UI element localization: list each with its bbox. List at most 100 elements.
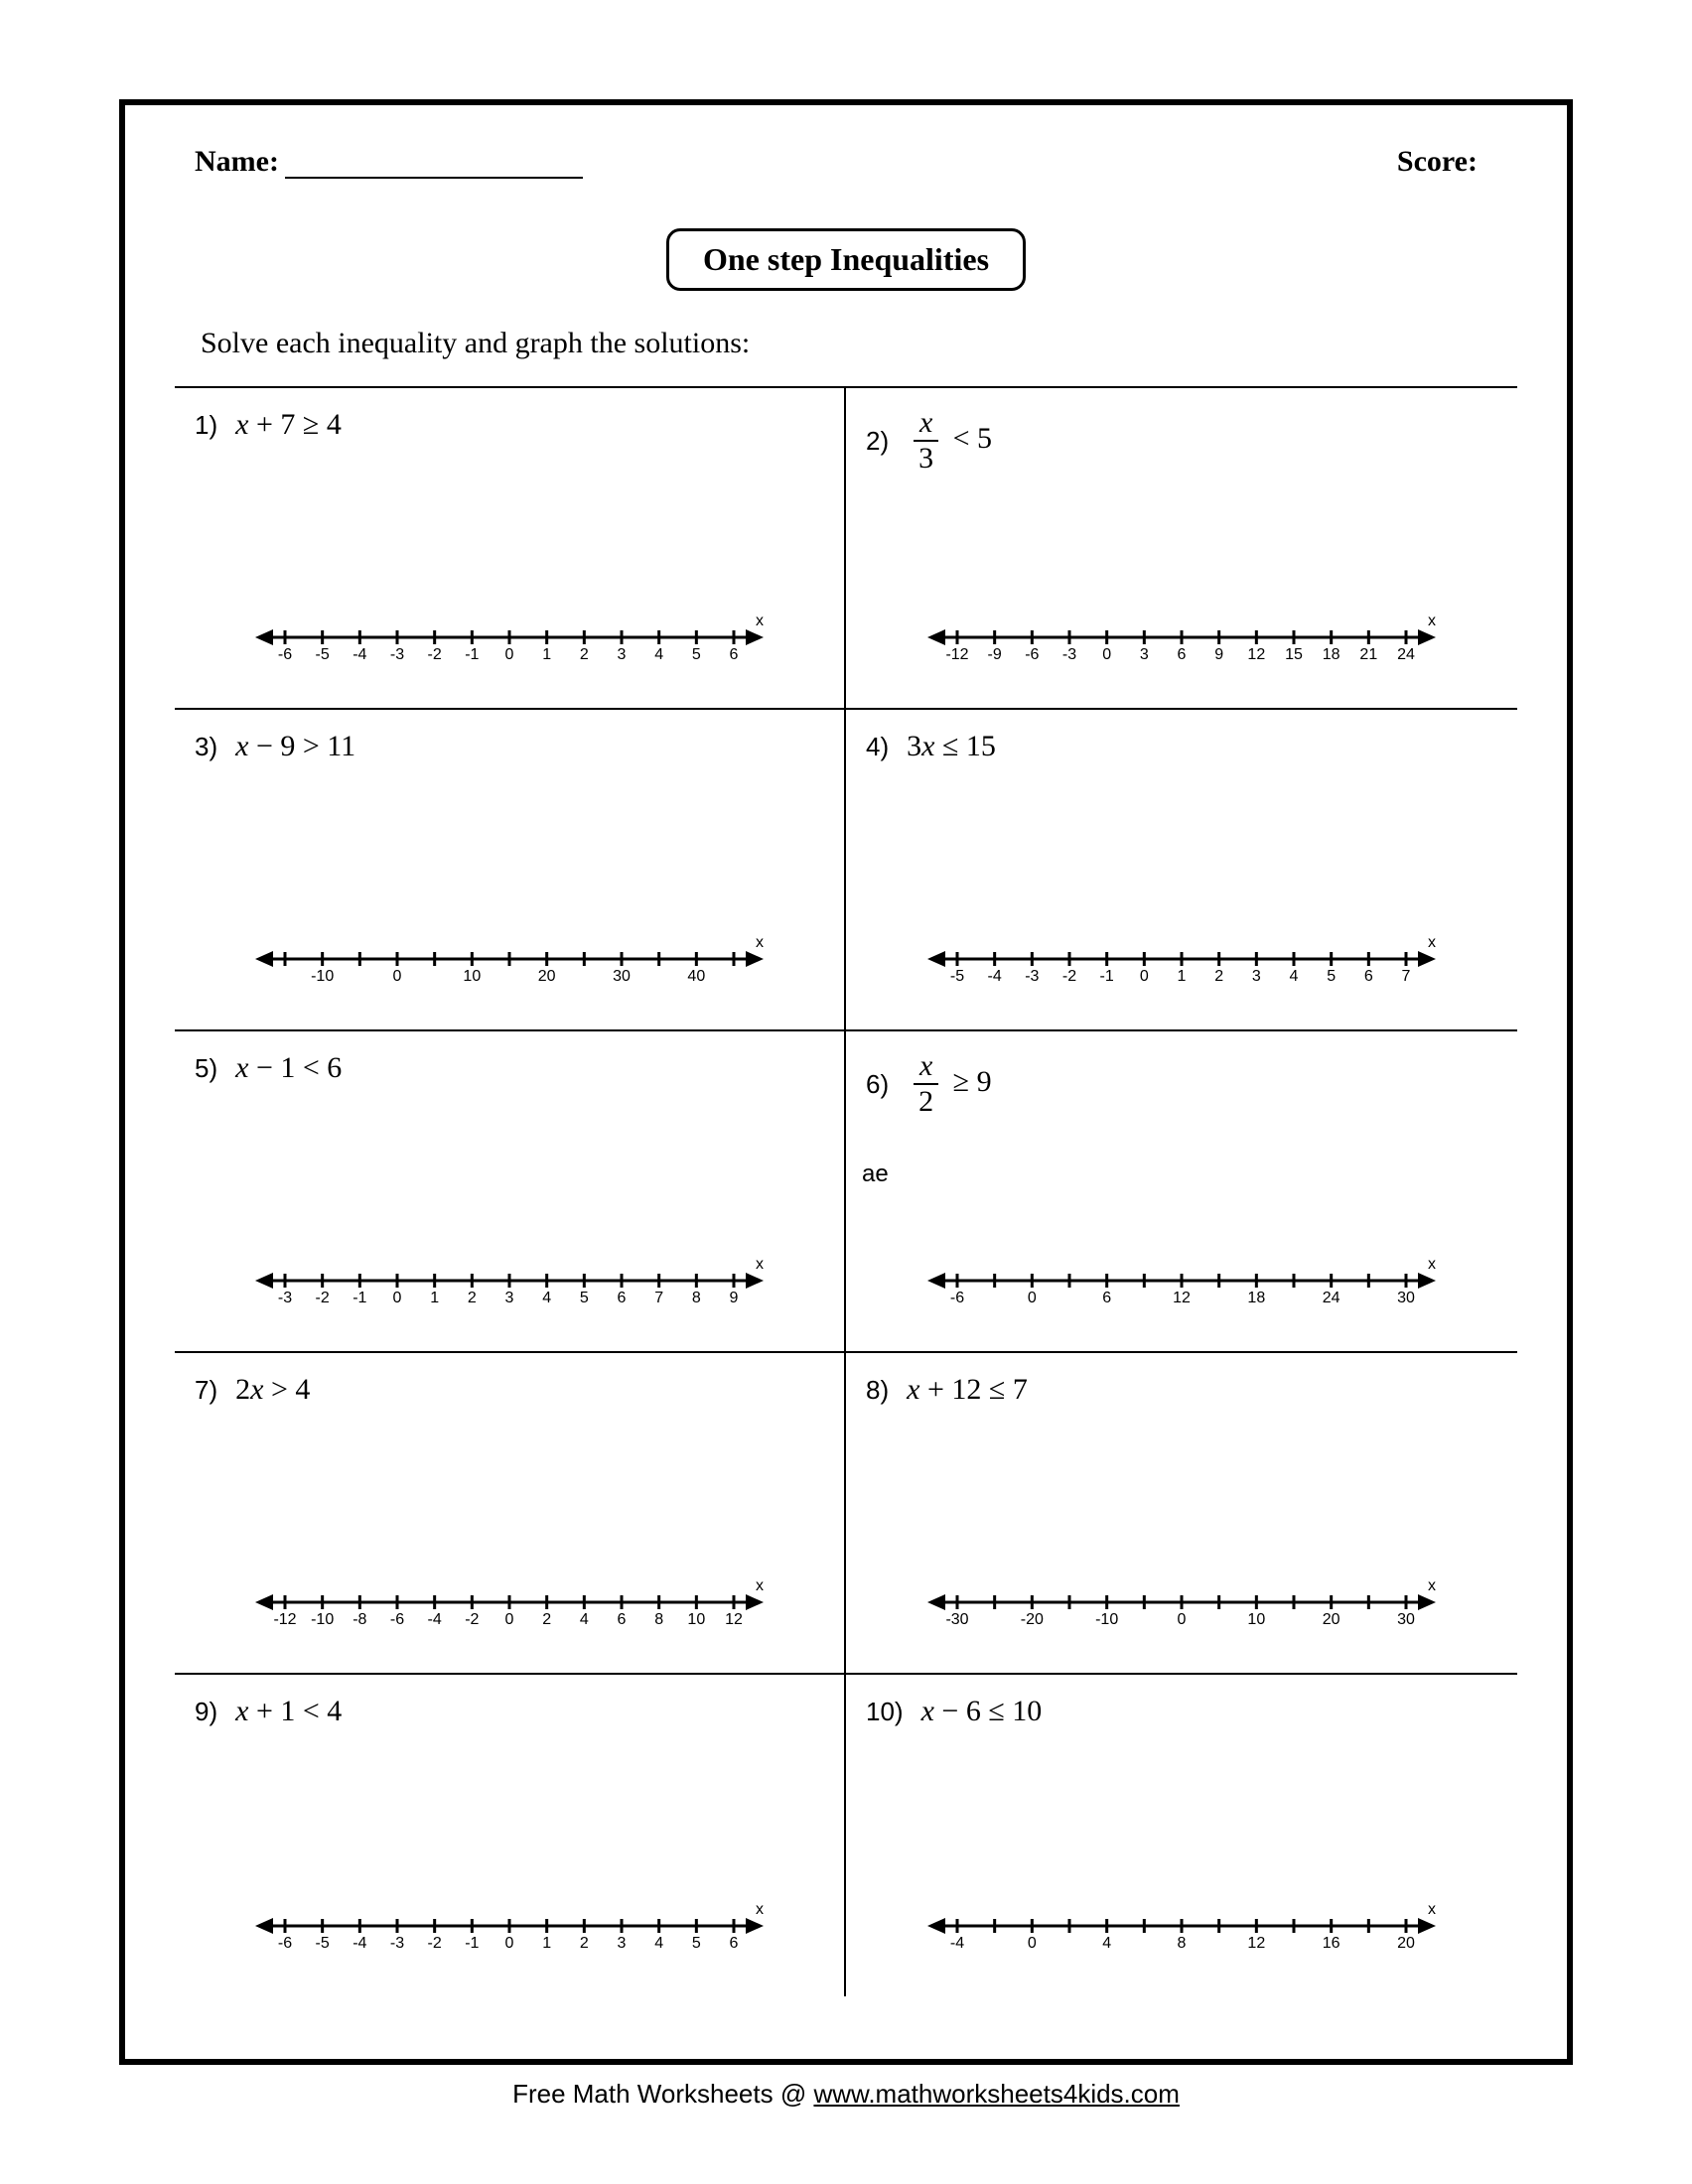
svg-text:-6: -6 — [278, 646, 292, 663]
problem-number: 3) — [195, 732, 217, 762]
problem-number: 1) — [195, 410, 217, 441]
svg-text:6: 6 — [1178, 646, 1187, 663]
svg-text:-12: -12 — [945, 646, 968, 663]
svg-text:2: 2 — [468, 1290, 477, 1306]
problem-number: 6) — [866, 1069, 889, 1100]
svg-text:4: 4 — [654, 1935, 663, 1952]
svg-text:5: 5 — [580, 1290, 589, 1306]
svg-text:-3: -3 — [1025, 968, 1039, 985]
problem-expression: x2 ≥ 9 — [907, 1051, 991, 1117]
header-row: Name: Score: — [175, 145, 1517, 179]
worksheet-title: One step Inequalities — [666, 228, 1026, 291]
svg-text:-30: -30 — [945, 1611, 968, 1628]
svg-text:30: 30 — [1397, 1290, 1415, 1306]
problem-expression: x + 1 < 4 — [235, 1695, 342, 1728]
svg-text:-4: -4 — [988, 968, 1002, 985]
number-line: -4048121620x — [923, 1898, 1440, 1962]
problem-statement: 2) x3 < 5 — [866, 408, 1503, 474]
svg-text:18: 18 — [1247, 1290, 1265, 1306]
number-line: -6-5-4-3-2-10123456x — [251, 1898, 768, 1962]
footer: Free Math Worksheets @ www.mathworksheet… — [119, 2079, 1573, 2110]
svg-text:2: 2 — [1214, 968, 1223, 985]
svg-text:-6: -6 — [390, 1611, 404, 1628]
number-line-wrap: -3-2-10123456789x — [251, 1253, 768, 1321]
svg-text:24: 24 — [1323, 1290, 1340, 1306]
number-line-wrap: -6-5-4-3-2-10123456x — [251, 610, 768, 678]
number-line: -10010203040x — [251, 931, 768, 995]
problem-statement: 1) x + 7 ≥ 4 — [195, 408, 830, 442]
svg-text:30: 30 — [613, 968, 631, 985]
svg-text:12: 12 — [1247, 1935, 1265, 1952]
svg-text:-1: -1 — [1100, 968, 1114, 985]
number-line-wrap: -60612182430x — [923, 1253, 1440, 1321]
number-line: -5-4-3-2-101234567x — [923, 931, 1440, 995]
svg-text:-3: -3 — [278, 1290, 292, 1306]
svg-text:6: 6 — [1102, 1290, 1111, 1306]
svg-text:6: 6 — [1364, 968, 1373, 985]
problem-grid: 1)x + 7 ≥ 4-6-5-4-3-2-10123456x2)x3 < 5-… — [175, 386, 1517, 1996]
number-line: -60612182430x — [923, 1253, 1440, 1316]
svg-text:40: 40 — [687, 968, 705, 985]
svg-text:3: 3 — [505, 1290, 514, 1306]
problem-number: 2) — [866, 426, 889, 457]
problem-cell: 9)x + 1 < 4-6-5-4-3-2-10123456x — [175, 1675, 846, 1996]
page: Name: Score: One step Inequalities Solve… — [0, 0, 1692, 2184]
svg-text:-4: -4 — [950, 1935, 964, 1952]
svg-text:3: 3 — [618, 1935, 627, 1952]
svg-text:-6: -6 — [278, 1935, 292, 1952]
problem-statement: 9)x + 1 < 4 — [195, 1695, 830, 1728]
svg-text:-5: -5 — [316, 1935, 330, 1952]
svg-text:0: 0 — [505, 1611, 514, 1628]
svg-text:7: 7 — [1402, 968, 1411, 985]
svg-text:24: 24 — [1397, 646, 1415, 663]
svg-text:x: x — [756, 613, 764, 629]
svg-text:x: x — [756, 1256, 764, 1273]
svg-text:0: 0 — [1028, 1290, 1037, 1306]
svg-text:15: 15 — [1285, 646, 1303, 663]
svg-text:3: 3 — [618, 646, 627, 663]
problem-expression: x3 < 5 — [907, 408, 992, 474]
problem-expression: x − 6 ≤ 10 — [921, 1695, 1043, 1728]
svg-text:16: 16 — [1323, 1935, 1340, 1952]
svg-text:5: 5 — [1327, 968, 1336, 985]
svg-text:0: 0 — [505, 1935, 514, 1952]
svg-text:-2: -2 — [428, 1935, 442, 1952]
problem-expression: x + 7 ≥ 4 — [235, 408, 342, 442]
svg-text:2: 2 — [580, 646, 589, 663]
svg-text:4: 4 — [580, 1611, 589, 1628]
svg-text:-12: -12 — [273, 1611, 296, 1628]
svg-text:6: 6 — [730, 646, 739, 663]
svg-text:2: 2 — [542, 1611, 551, 1628]
footer-prefix: Free Math Worksheets @ — [512, 2079, 813, 2109]
svg-text:0: 0 — [1102, 646, 1111, 663]
name-input-line[interactable] — [285, 151, 583, 179]
problem-statement: 6) x2 ≥ 9 — [866, 1051, 1503, 1117]
worksheet-frame: Name: Score: One step Inequalities Solve… — [119, 99, 1573, 2065]
instructions: Solve each inequality and graph the solu… — [201, 327, 1517, 360]
svg-text:-6: -6 — [1025, 646, 1039, 663]
svg-text:0: 0 — [393, 1290, 402, 1306]
problem-cell: 10)x − 6 ≤ 10-4048121620x — [846, 1675, 1517, 1996]
svg-text:0: 0 — [1028, 1935, 1037, 1952]
svg-text:10: 10 — [1247, 1611, 1265, 1628]
svg-text:-2: -2 — [428, 646, 442, 663]
svg-text:-3: -3 — [390, 646, 404, 663]
svg-text:4: 4 — [1102, 1935, 1111, 1952]
svg-text:x: x — [756, 934, 764, 951]
problem-cell: 6)x2 ≥ 9ae-60612182430x — [846, 1031, 1517, 1353]
svg-text:x: x — [1428, 1901, 1436, 1918]
problem-expression: x − 1 < 6 — [235, 1051, 342, 1085]
problem-cell: 8)x + 12 ≤ 7-30-20-100102030x — [846, 1353, 1517, 1675]
svg-text:2: 2 — [580, 1935, 589, 1952]
svg-text:20: 20 — [1397, 1935, 1415, 1952]
svg-text:10: 10 — [463, 968, 481, 985]
name-label: Name: — [195, 145, 279, 179]
svg-text:12: 12 — [1173, 1290, 1191, 1306]
svg-text:1: 1 — [542, 646, 551, 663]
svg-text:-5: -5 — [316, 646, 330, 663]
svg-text:0: 0 — [1140, 968, 1149, 985]
svg-text:8: 8 — [654, 1611, 663, 1628]
problem-number: 7) — [195, 1375, 217, 1406]
problem-expression: x + 12 ≤ 7 — [907, 1373, 1028, 1407]
footer-link[interactable]: www.mathworksheets4kids.com — [813, 2079, 1179, 2109]
